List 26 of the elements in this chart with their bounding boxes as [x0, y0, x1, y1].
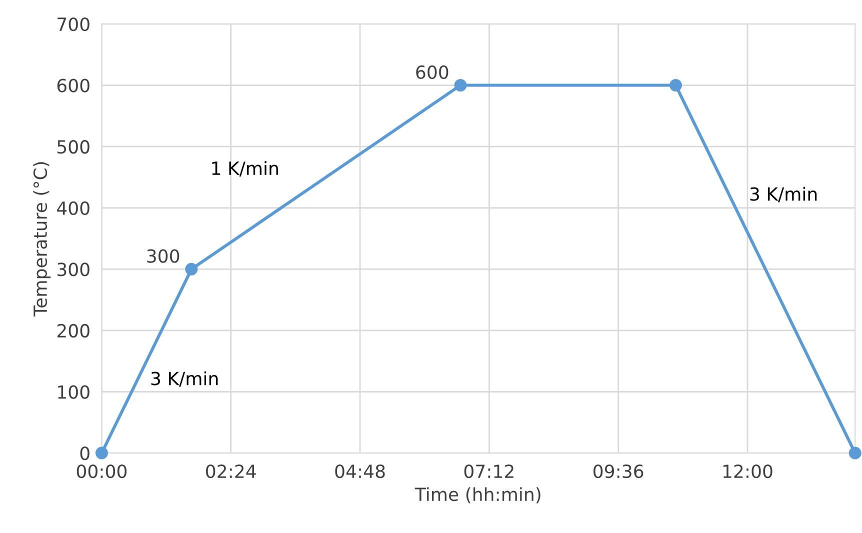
x-tick-label: 09:36 — [594, 464, 644, 478]
point — [848, 446, 862, 460]
y-axis-title: Temperature (°C) — [33, 162, 51, 316]
annotation: 3 K/min — [151, 371, 218, 387]
x-tick-label: 04:48 — [335, 464, 385, 478]
y-tick-label: 400 — [57, 201, 90, 215]
point — [95, 446, 108, 460]
y-tick-label: 500 — [58, 140, 90, 154]
x-tick-label: 00:00 — [76, 464, 127, 478]
y-tick-label: 0 — [80, 446, 90, 460]
y-tick-label: 200 — [57, 324, 90, 338]
data-label: 600 — [416, 65, 448, 80]
x-tick-label: 07:12 — [464, 464, 514, 478]
y-tick-label: 100 — [58, 385, 90, 399]
annotation: 1 K/min — [212, 161, 278, 177]
point — [669, 79, 682, 92]
x-axis-title: Time (hh:min) — [414, 487, 540, 504]
point — [185, 262, 198, 276]
x-tick-label: 02:24 — [206, 464, 256, 478]
y-tick-label: 300 — [58, 262, 90, 276]
data-label: 300 — [147, 249, 180, 263]
x-tick-label: 12:00 — [723, 464, 772, 478]
y-tick-label: 700 — [58, 17, 90, 32]
annotation: 3 K/min — [750, 186, 817, 202]
point — [454, 79, 467, 92]
y-tick-label: 600 — [57, 78, 90, 92]
